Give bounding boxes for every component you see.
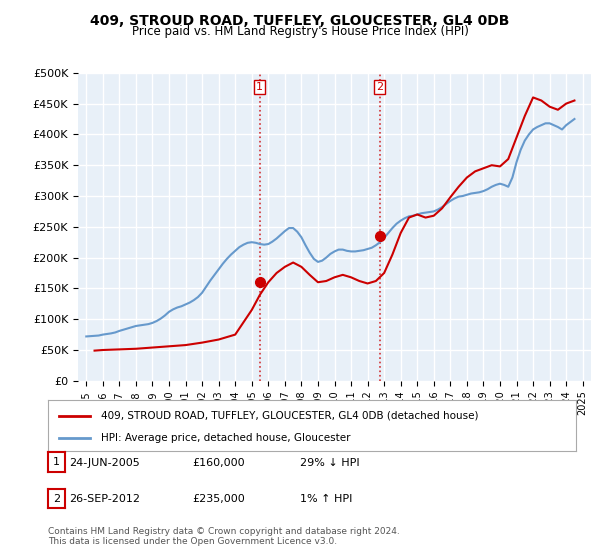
Text: 24-JUN-2005: 24-JUN-2005 [69, 458, 140, 468]
Text: £160,000: £160,000 [192, 458, 245, 468]
Text: 409, STROUD ROAD, TUFFLEY, GLOUCESTER, GL4 0DB: 409, STROUD ROAD, TUFFLEY, GLOUCESTER, G… [91, 14, 509, 28]
Text: Contains HM Land Registry data © Crown copyright and database right 2024.
This d: Contains HM Land Registry data © Crown c… [48, 526, 400, 546]
Text: 409, STROUD ROAD, TUFFLEY, GLOUCESTER, GL4 0DB (detached house): 409, STROUD ROAD, TUFFLEY, GLOUCESTER, G… [101, 410, 478, 421]
Text: 26-SEP-2012: 26-SEP-2012 [69, 494, 140, 504]
Text: £235,000: £235,000 [192, 494, 245, 504]
Text: 1% ↑ HPI: 1% ↑ HPI [300, 494, 352, 504]
Text: 2: 2 [53, 494, 60, 503]
Text: 1: 1 [53, 458, 60, 467]
Text: 2: 2 [376, 82, 383, 92]
Text: Price paid vs. HM Land Registry's House Price Index (HPI): Price paid vs. HM Land Registry's House … [131, 25, 469, 38]
Text: 29% ↓ HPI: 29% ↓ HPI [300, 458, 359, 468]
Text: HPI: Average price, detached house, Gloucester: HPI: Average price, detached house, Glou… [101, 433, 350, 443]
Text: 1: 1 [256, 82, 263, 92]
